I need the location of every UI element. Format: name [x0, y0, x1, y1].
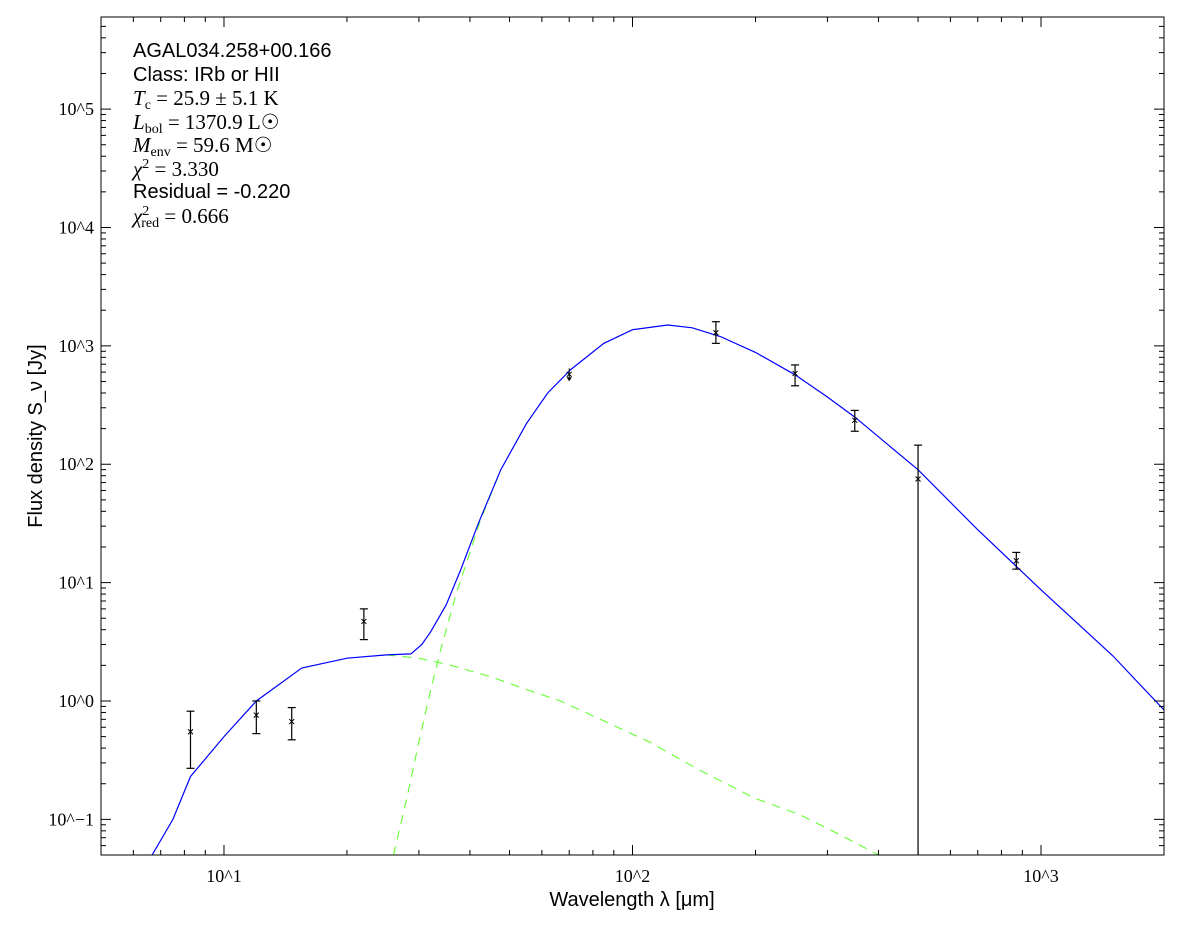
source-class: Class: IRb or HII	[133, 63, 280, 86]
model-curves	[151, 324, 1164, 855]
data-point	[186, 710, 195, 769]
data-point	[252, 700, 261, 735]
x-axis-label: Wavelength λ [μm]	[549, 889, 714, 911]
data-point	[791, 364, 800, 387]
data-points	[186, 321, 1021, 855]
y-tick-label: 10^−1	[48, 809, 94, 829]
upper-limit-arrowhead	[566, 377, 572, 382]
x-tick-label: 10^3	[1023, 866, 1058, 886]
data-marker	[566, 371, 573, 378]
data-marker	[915, 476, 921, 482]
data-point	[914, 444, 923, 855]
annotation-block: AGAL034.258+00.166 Class: IRb or HII Tc …	[133, 40, 332, 231]
model-component-curve	[386, 654, 879, 855]
data-marker	[253, 712, 260, 718]
y-tick-label: 10^4	[59, 217, 94, 237]
axis-ticks: 10^1 10^2 10^3 10^−1 10^0 10^1 10^2 10^3 10^4 10^…	[48, 16, 1165, 886]
y-tick-label: 10^0	[59, 691, 94, 711]
model-total-curve	[151, 324, 1164, 855]
data-marker	[851, 417, 858, 424]
reduced-chi-squared: χ2red = 0.666	[133, 203, 229, 231]
model-component-curve	[392, 469, 502, 855]
x-tick-label: 10^1	[206, 866, 241, 886]
data-marker	[792, 370, 798, 377]
y-axis-label: Flux density S_ν [Jy]	[25, 344, 47, 527]
data-point	[1012, 551, 1021, 570]
y-tick-label: 10^2	[59, 454, 94, 474]
luminosity: Lbol = 1370.9 L☉	[133, 109, 280, 137]
data-marker	[187, 728, 194, 735]
chi-squared: χ2 = 3.330	[133, 156, 219, 181]
x-tick-label: 10^2	[615, 866, 650, 886]
source-name: AGAL034.258+00.166	[133, 40, 332, 62]
data-marker	[288, 718, 295, 725]
data-point	[359, 608, 368, 641]
envelope-mass: Menv = 59.6 M☉	[133, 133, 273, 160]
y-tick-label: 10^3	[59, 336, 94, 356]
data-point	[711, 321, 720, 344]
data-point	[850, 409, 859, 432]
y-tick-label: 10^5	[59, 99, 94, 119]
data-marker	[713, 329, 719, 336]
residual: Residual = -0.220	[133, 181, 291, 203]
y-tick-label: 10^1	[59, 573, 94, 593]
data-point	[566, 368, 573, 382]
data-marker	[361, 618, 367, 625]
temperature: Tc = 25.9 ± 5.1 K	[133, 86, 279, 113]
data-marker	[1013, 557, 1020, 564]
data-point	[287, 706, 296, 741]
